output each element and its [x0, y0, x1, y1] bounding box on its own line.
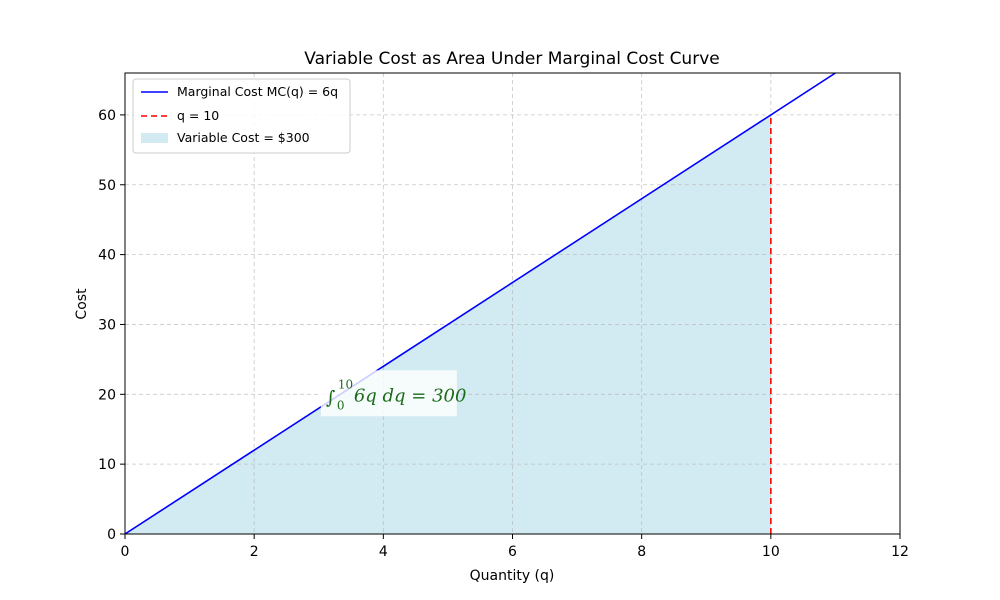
x-tick-label: 0: [121, 544, 130, 560]
marginal-cost-line: [125, 73, 836, 534]
y-tick-label: 0: [107, 527, 116, 543]
x-tick-label: 8: [637, 544, 646, 560]
y-tick-label: 30: [98, 317, 116, 333]
x-axis-label: Quantity (q): [470, 568, 555, 584]
x-tick-label: 2: [250, 544, 259, 560]
y-tick-label: 10: [98, 457, 116, 473]
y-tick-label: 40: [98, 248, 116, 264]
x-tick-label: 6: [508, 544, 517, 560]
x-tick-label: 10: [762, 544, 780, 560]
x-tick-label: 12: [891, 544, 909, 560]
y-axis-label: Cost: [74, 288, 90, 320]
annotation-text: 6q dq = 300: [354, 385, 467, 406]
annotation-box: [320, 370, 457, 417]
legend: Marginal Cost MC(q) = 6q q = 10 Variable C…: [132, 78, 351, 154]
legend-swatch-area: [141, 133, 168, 143]
integral-lower-limit: 0: [337, 398, 345, 412]
legend-label: Variable Cost = $300: [177, 130, 310, 145]
x-tick-label: 4: [379, 544, 388, 560]
legend-box: [132, 78, 351, 154]
integral-sign: ∫: [326, 387, 336, 408]
y-tick-label: 20: [98, 387, 116, 403]
legend-label: Marginal Cost MC(q) = 6q: [177, 84, 338, 99]
integral-upper-limit: 10: [338, 377, 353, 391]
chart-title: Variable Cost as Area Under Marginal Cos…: [304, 49, 719, 69]
legend-label: q = 10: [177, 108, 219, 123]
y-tick-label: 50: [98, 178, 116, 194]
y-tick-label: 60: [98, 108, 116, 124]
